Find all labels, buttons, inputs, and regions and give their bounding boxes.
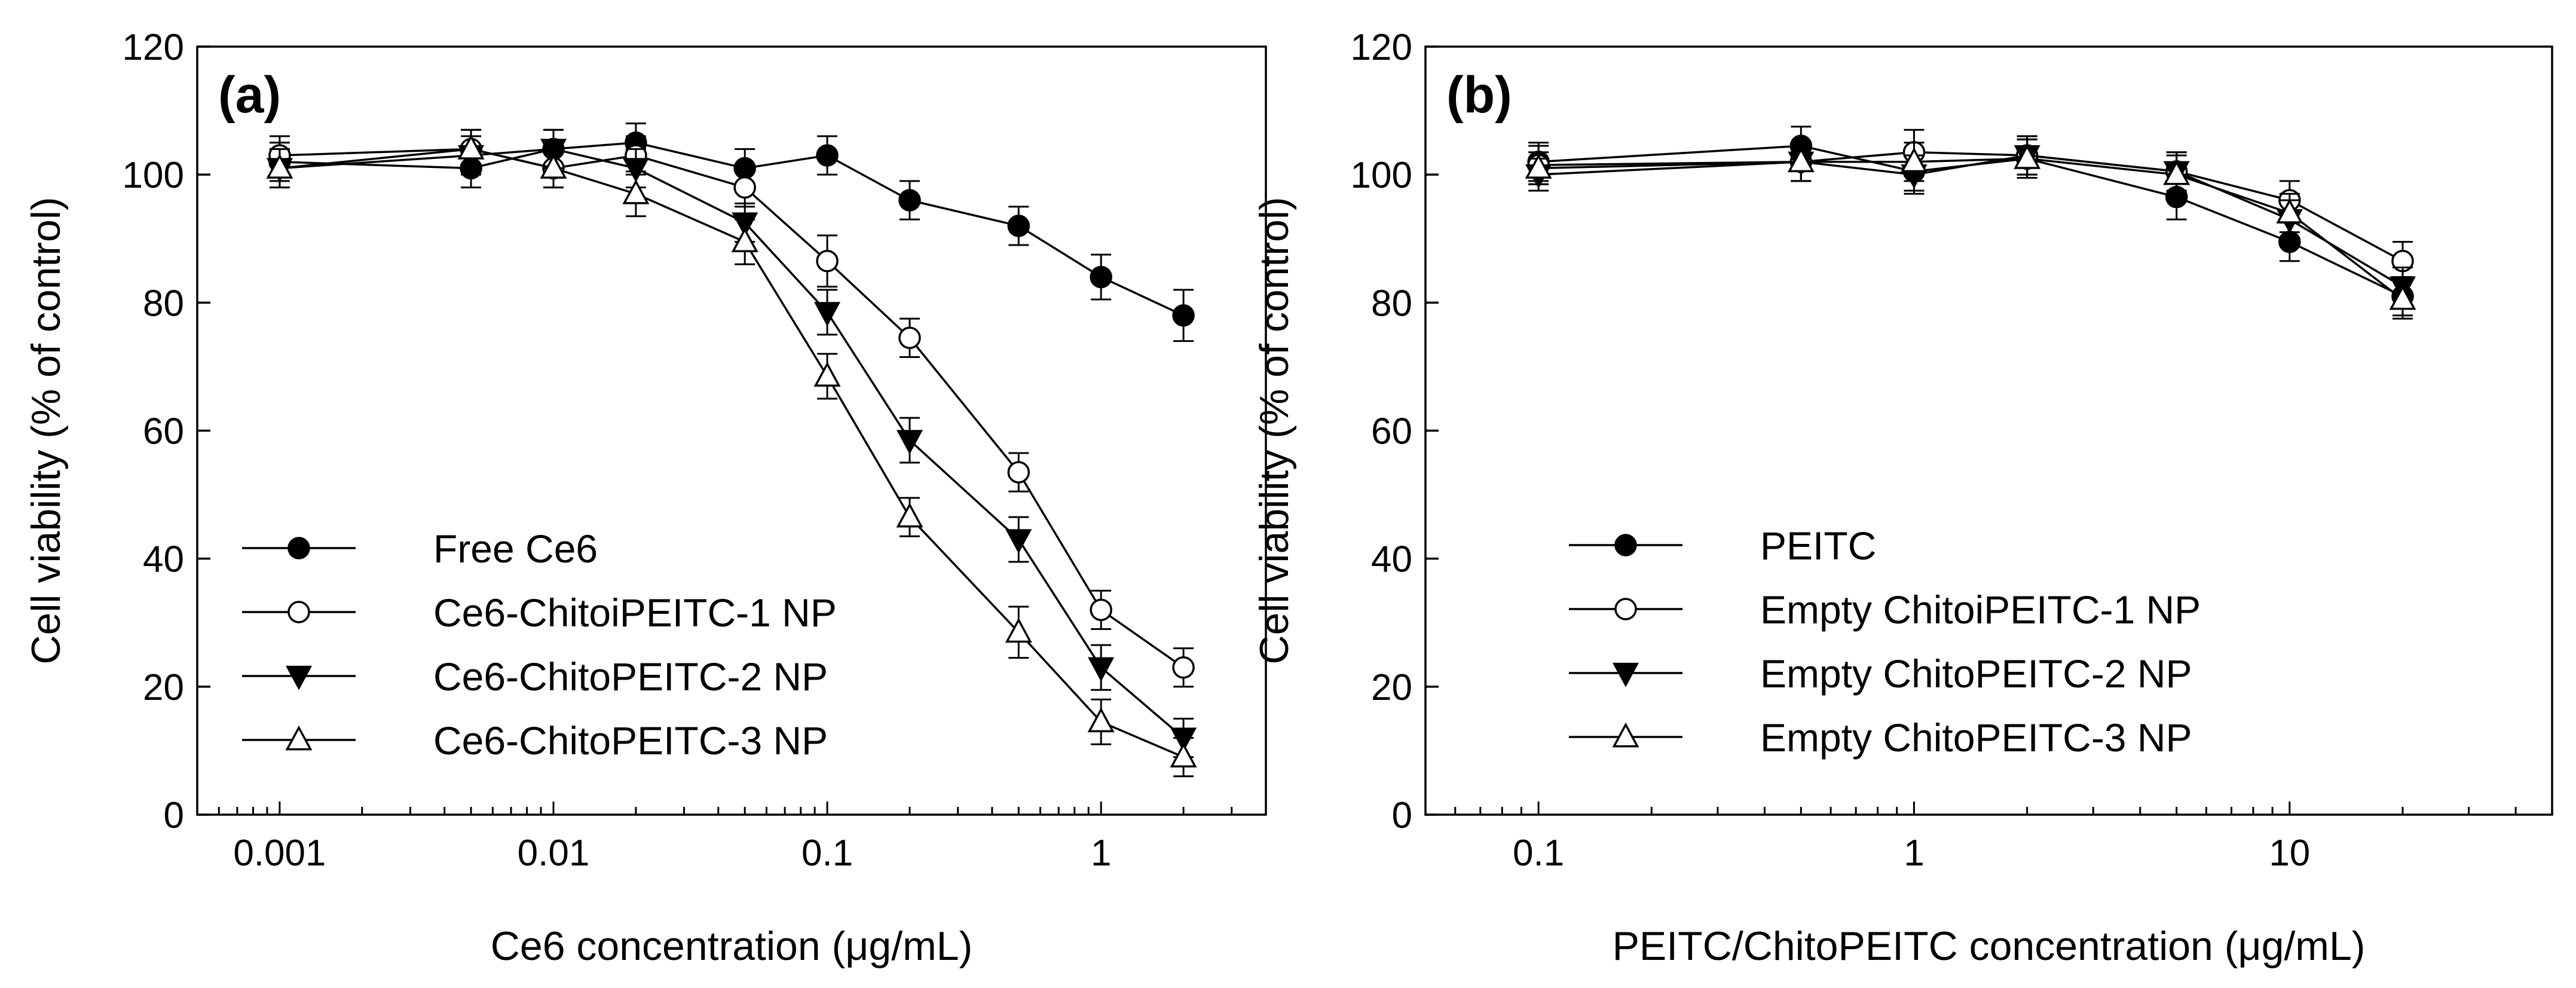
y-tick-label: 100 — [1351, 155, 1412, 196]
legend-label: Ce6-ChitoiPEITC-1 NP — [433, 591, 837, 635]
legend-entry: PEITC — [1569, 524, 1876, 568]
data-point — [1090, 265, 1112, 289]
x-tick-label: 0.01 — [518, 833, 590, 874]
legend-label: Empty ChitoPEITC-3 NP — [1760, 715, 2192, 760]
legend-marker — [1612, 722, 1639, 748]
data-point — [1787, 147, 1815, 173]
data-point — [1007, 215, 1030, 237]
series-line — [279, 148, 1185, 739]
data-point — [2389, 285, 2416, 310]
x-tick-label: 0.1 — [1513, 833, 1564, 874]
data-point — [1090, 598, 1112, 622]
data-point — [1900, 147, 1928, 173]
y-tick-label: 20 — [1371, 667, 1412, 708]
data-point — [1005, 617, 1032, 643]
series-3 — [266, 129, 1197, 778]
data-point — [266, 154, 293, 179]
y-tick-label: 20 — [143, 667, 184, 708]
data-point — [1087, 707, 1115, 733]
y-tick-label: 60 — [143, 411, 184, 452]
data-point — [814, 302, 841, 327]
x-tick-label: 1 — [1091, 833, 1111, 874]
y-tick-label: 40 — [1371, 539, 1412, 580]
x-axis-title: Ce6 concentration (μg/mL) — [491, 923, 972, 969]
x-tick-label: 0.1 — [801, 833, 853, 874]
legend-entry: Empty ChitoiPEITC-1 NP — [1569, 588, 2201, 632]
y-tick-label: 120 — [1351, 27, 1412, 68]
legend-marker — [287, 601, 310, 623]
x-axis-title: PEITC/ChitoPEITC concentration (μg/mL) — [1613, 923, 2366, 969]
panel-label: (a) — [218, 66, 281, 124]
y-tick-label: 80 — [1371, 283, 1412, 324]
legend-label: Free Ce6 — [433, 527, 598, 571]
panel-a: 0 20 40 60 80 100 120 0.001 0.01 0.1 1 Ce6 concentr… — [23, 27, 1267, 969]
series-line — [279, 141, 1184, 317]
data-point — [816, 249, 839, 273]
x-tick-label: 10 — [2269, 833, 2310, 874]
panel-label: (b) — [1446, 66, 1512, 124]
legend-label: Ce6-ChitoPEITC-3 NP — [433, 718, 828, 763]
y-tick-label: 0 — [1392, 795, 1412, 836]
legend-entry: Ce6-ChitoPEITC-3 NP — [242, 718, 828, 763]
y-axis-title: Cell viability (% of control) — [23, 197, 69, 664]
legend-entry: Empty ChitoPEITC-3 NP — [1569, 715, 2192, 760]
series-3 — [1525, 138, 2416, 320]
legend-label: Empty ChitoPEITC-2 NP — [1760, 651, 2192, 696]
series-line — [1538, 154, 2403, 288]
legend-entry: Ce6-ChitoPEITC-2 NP — [242, 654, 828, 699]
data-point — [1088, 657, 1115, 682]
data-point — [813, 362, 841, 387]
y-tick-label: 60 — [1371, 411, 1412, 452]
series-line — [279, 148, 1184, 758]
legend-marker — [1612, 662, 1639, 687]
legend-label: Ce6-ChitoPEITC-2 NP — [433, 654, 828, 699]
legend-entry: Ce6-ChitoiPEITC-1 NP — [242, 591, 837, 635]
data-point — [816, 144, 839, 167]
data-point — [1007, 461, 1030, 484]
legend-label: PEITC — [1760, 524, 1876, 568]
legend-marker — [1614, 598, 1637, 620]
data-point — [457, 134, 485, 160]
legend-entry: Free Ce6 — [242, 527, 598, 571]
data-point — [1005, 529, 1032, 554]
legend-marker — [285, 725, 313, 751]
series-line — [1538, 157, 2404, 301]
data-point — [733, 176, 756, 199]
data-point — [1172, 304, 1195, 327]
y-axis-title: Cell viability (% of control) — [1252, 197, 1297, 664]
data-point — [1172, 656, 1195, 679]
legend-label: Empty ChitoiPEITC-1 NP — [1760, 588, 2201, 632]
data-point — [896, 430, 923, 455]
x-tick-label: 0.001 — [233, 833, 326, 874]
legend-marker — [285, 665, 313, 690]
data-point — [898, 326, 921, 349]
data-point — [1170, 742, 1197, 768]
legend-marker — [1614, 534, 1637, 556]
series-1 — [1527, 129, 2414, 282]
data-point — [1525, 154, 1552, 179]
data-point — [540, 154, 567, 179]
data-point — [731, 227, 758, 252]
y-tick-label: 0 — [164, 795, 184, 836]
y-tick-label: 100 — [123, 155, 184, 196]
x-tick-label: 1 — [1904, 833, 1924, 874]
series-line — [279, 148, 1185, 669]
data-point — [2163, 160, 2190, 185]
data-point — [2276, 198, 2303, 224]
data-point — [896, 502, 923, 528]
data-point — [898, 189, 921, 212]
y-tick-label: 120 — [123, 27, 184, 68]
data-point — [622, 179, 650, 204]
legend-entry: Empty ChitoPEITC-2 NP — [1569, 651, 2192, 696]
panel-b: 0 20 40 60 80 100 120 0.1 1 10 PEITC/ChitoPEITC co… — [1252, 27, 2553, 969]
data-point — [2014, 144, 2041, 169]
y-tick-label: 80 — [143, 283, 184, 324]
y-tick-label: 40 — [143, 539, 184, 580]
legend-marker — [287, 537, 310, 559]
data-point — [622, 158, 649, 183]
